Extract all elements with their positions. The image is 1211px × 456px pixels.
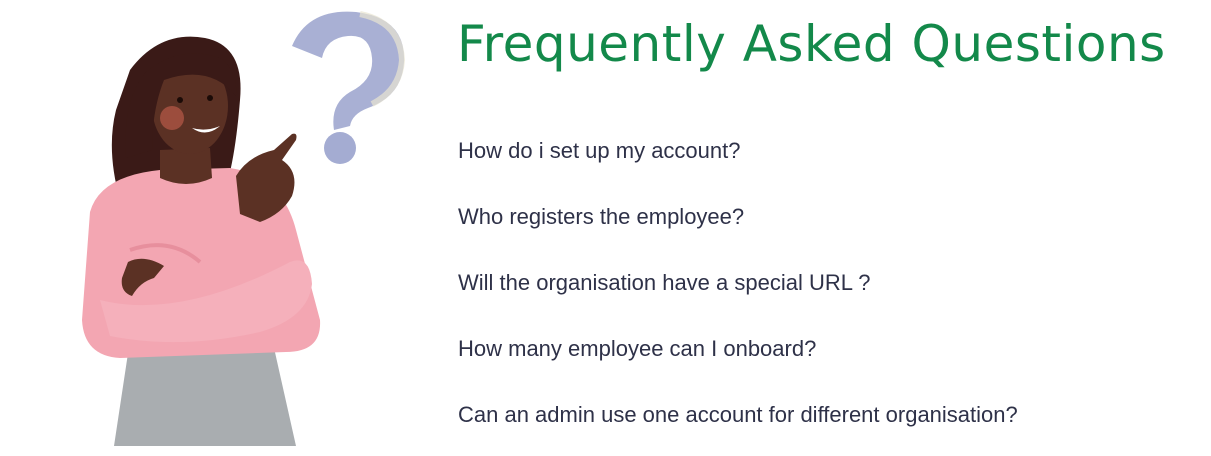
woman-question-mark-illustration <box>82 11 406 446</box>
faq-question[interactable]: Who registers the employee? <box>458 204 745 229</box>
question-mark-dot-icon <box>324 132 356 164</box>
faq-title: Frequently Asked Questions <box>457 15 1166 73</box>
skirt-icon <box>114 330 296 446</box>
faq-item[interactable]: How many employee can I onboard? <box>458 316 1018 382</box>
faq-item[interactable]: Can an admin use one account for differe… <box>458 382 1018 448</box>
pointing-hand-icon <box>236 133 297 222</box>
faq-item[interactable]: Who registers the employee? <box>458 184 1018 250</box>
faq-list: How do i set up my account? Who register… <box>458 118 1018 448</box>
faq-question[interactable]: How many employee can I onboard? <box>458 336 817 361</box>
arm-icon <box>100 260 312 343</box>
faq-item[interactable]: Will the organisation have a special URL… <box>458 250 1018 316</box>
faq-question[interactable]: Can an admin use one account for differe… <box>458 402 1018 427</box>
faq-item[interactable]: How do i set up my account? <box>458 118 1018 184</box>
faq-question[interactable]: Will the organisation have a special URL… <box>458 270 871 295</box>
faq-question[interactable]: How do i set up my account? <box>458 138 741 163</box>
